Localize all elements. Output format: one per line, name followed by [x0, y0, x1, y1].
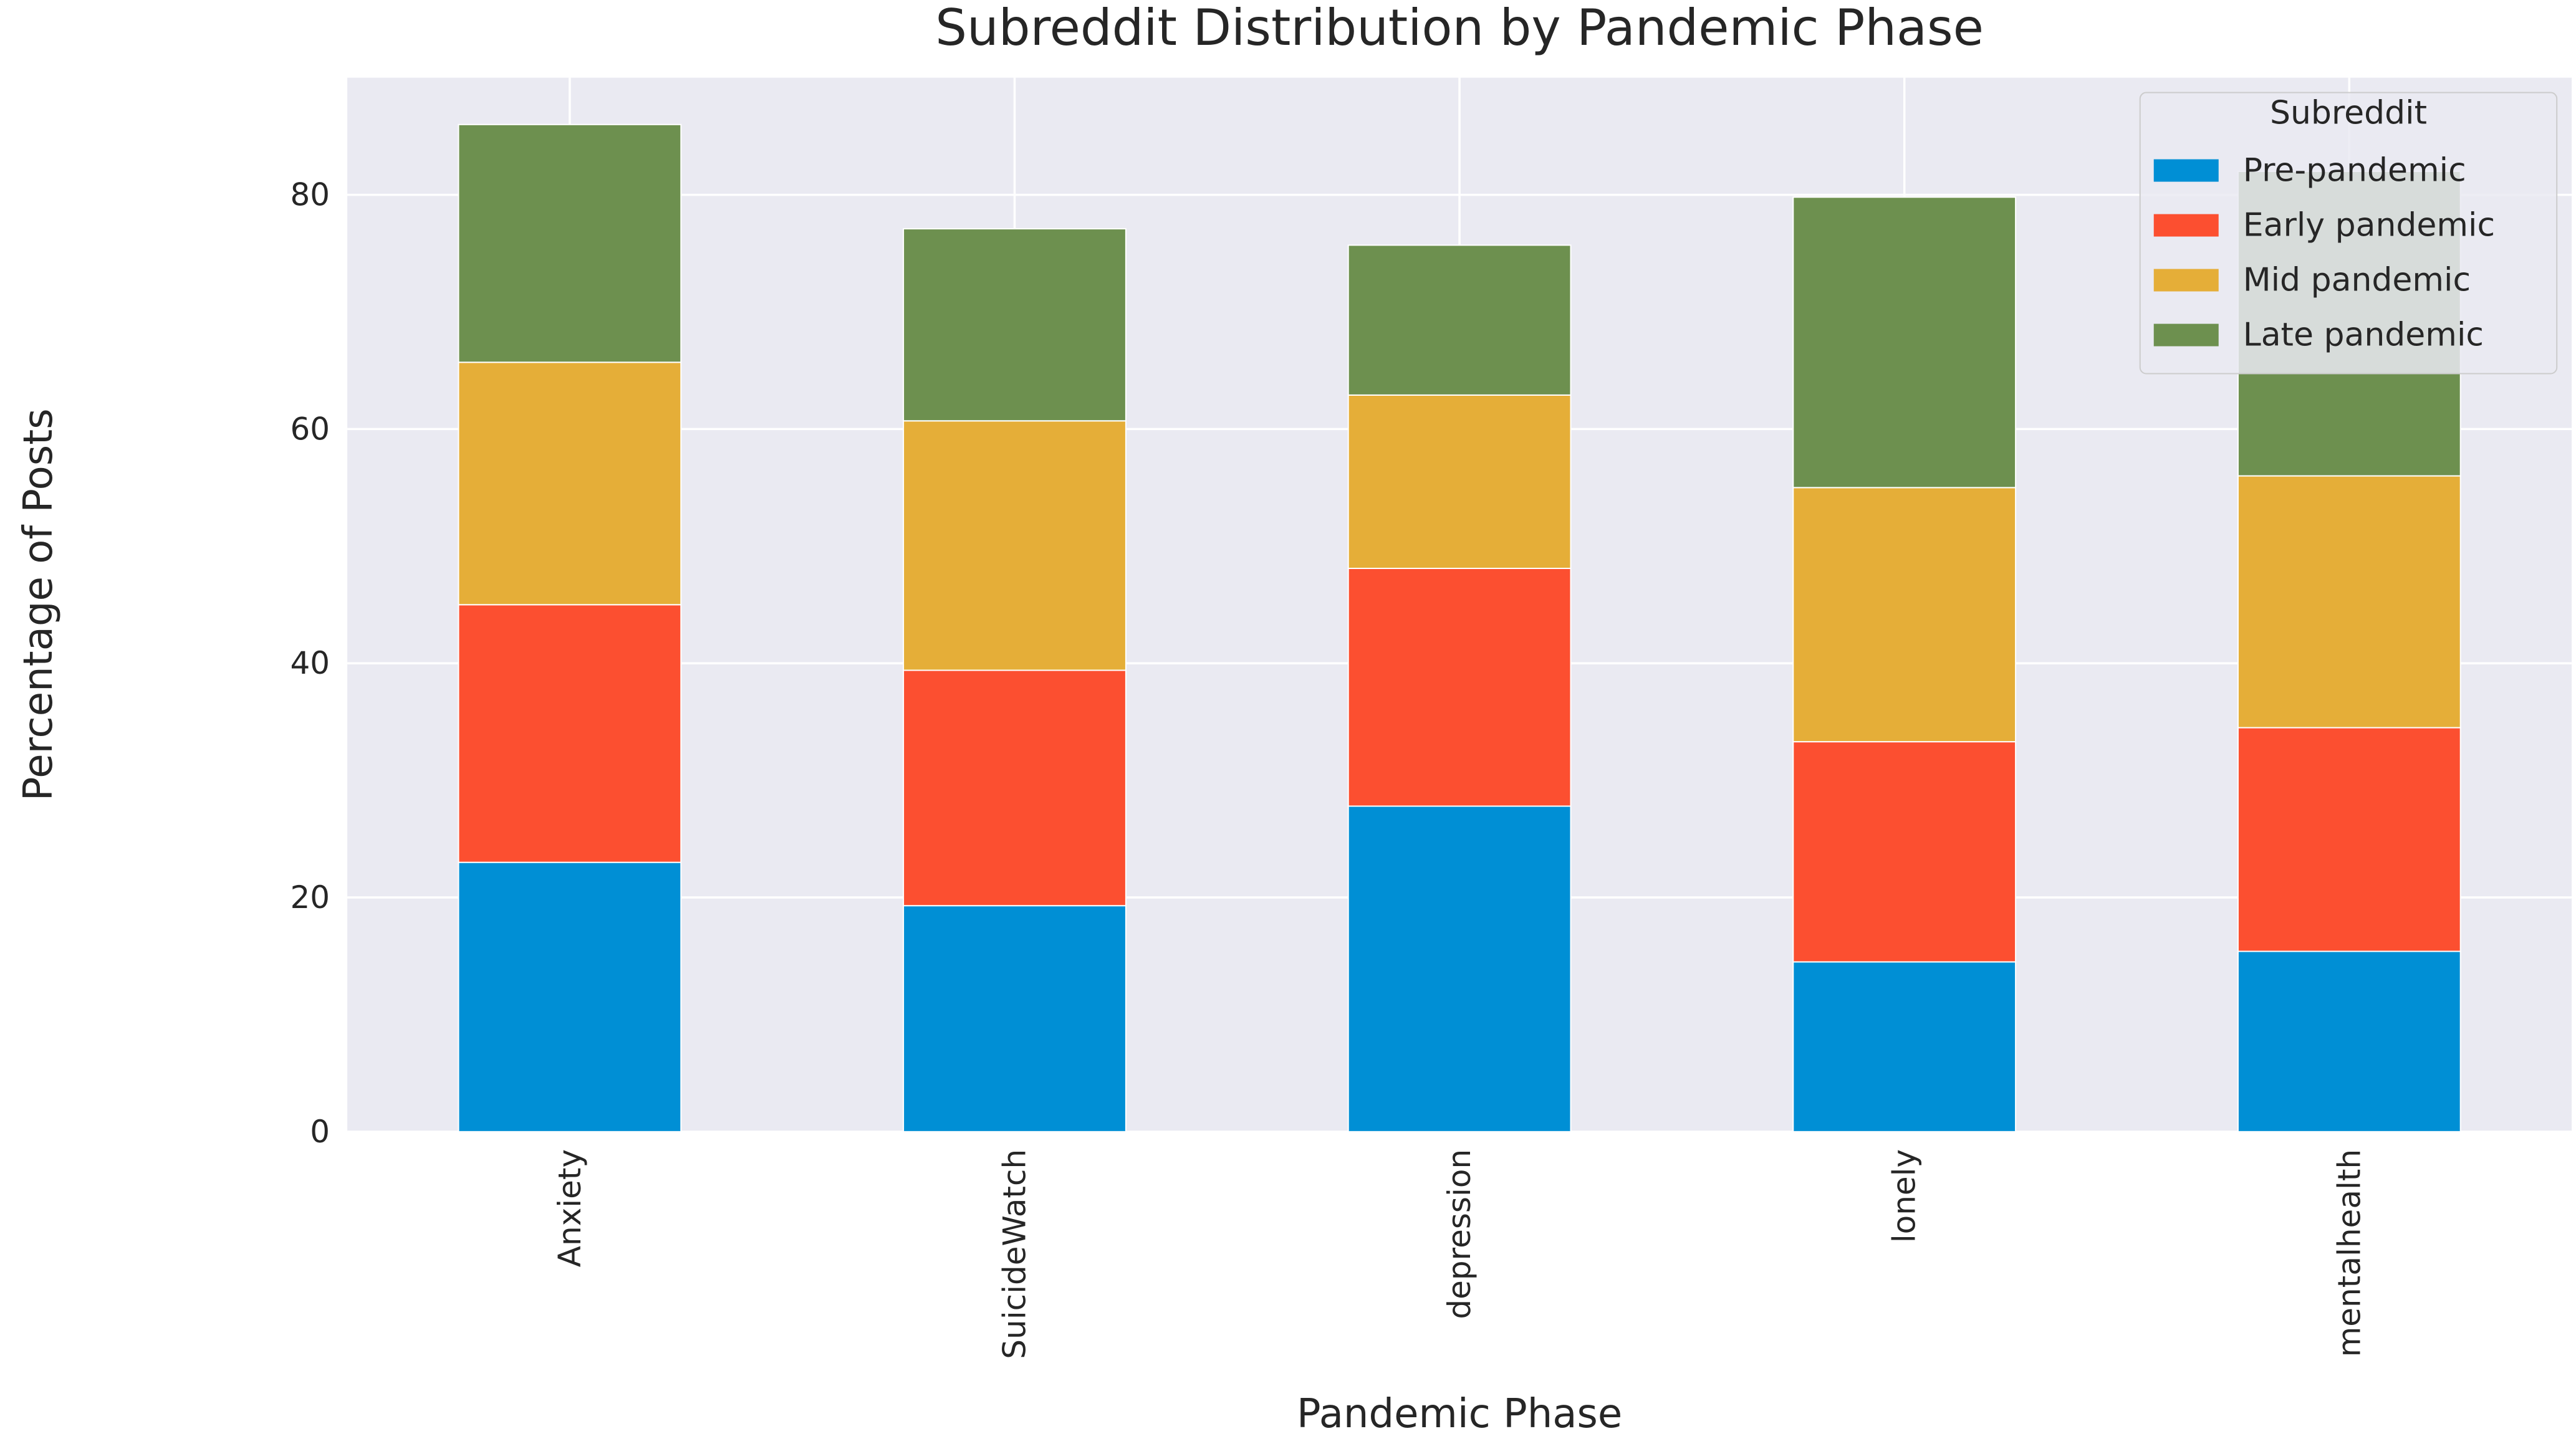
legend-item-label: Mid pandemic	[2243, 262, 2471, 299]
x-tick-label: Anxiety	[552, 1149, 588, 1267]
y-axis-label: Percentage of Posts	[16, 408, 62, 801]
bar-segment	[1347, 244, 1572, 396]
legend-title: Subreddit	[2270, 95, 2427, 132]
bar-segment	[1792, 196, 2017, 489]
legend-item-label: Pre-pandemic	[2243, 152, 2466, 189]
y-tick-label: 0	[310, 1114, 330, 1150]
x-tick-label: depression	[1441, 1149, 1478, 1319]
bars	[458, 123, 2461, 1132]
x-tick-label: mentalhealth	[2331, 1149, 2367, 1357]
x-axis: Anxiety SuicideWatch depression lonely menta…	[552, 1149, 2367, 1359]
y-tick-label: 40	[290, 645, 330, 681]
x-tick-label: lonely	[1886, 1149, 1923, 1243]
bar-segment	[2237, 475, 2461, 729]
bar-segment	[1347, 394, 1572, 570]
legend-swatch	[2153, 159, 2219, 182]
y-tick-label: 60	[290, 411, 330, 447]
bar-segment	[458, 604, 682, 863]
bar-segment	[458, 861, 682, 1132]
legend-item-label: Late pandemic	[2243, 317, 2484, 354]
x-tick-label: SuicideWatch	[996, 1149, 1032, 1359]
bar-segment	[1347, 805, 1572, 1132]
y-axis: 0 20 40 60 80	[290, 177, 330, 1150]
x-axis-label: Pandemic Phase	[1297, 1391, 1622, 1437]
y-tick-label: 80	[290, 177, 330, 213]
bar-segment	[903, 905, 1127, 1132]
legend-swatch	[2153, 323, 2219, 347]
bar-segment	[1792, 741, 2017, 963]
legend-item-label: Early pandemic	[2243, 207, 2495, 244]
legend: Subreddit Pre-pandemic Early pandemic Mid …	[2139, 92, 2558, 375]
bar-segment	[1792, 487, 2017, 743]
legend-box	[2139, 92, 2558, 375]
y-tick-label: 20	[290, 879, 330, 916]
bar-segment	[1792, 961, 2017, 1132]
bar-segment	[2237, 950, 2461, 1132]
chart-title: Subreddit Distribution by Pandemic Phase	[935, 0, 1984, 57]
bar-segment	[903, 228, 1127, 422]
bar-segment	[458, 123, 682, 363]
bar-segment	[903, 669, 1127, 907]
bar-segment	[2237, 727, 2461, 952]
legend-swatch	[2153, 214, 2219, 237]
legend-swatch	[2153, 269, 2219, 292]
bar-segment	[903, 420, 1127, 671]
bar-segment	[1347, 568, 1572, 807]
bar-segment	[458, 361, 682, 606]
